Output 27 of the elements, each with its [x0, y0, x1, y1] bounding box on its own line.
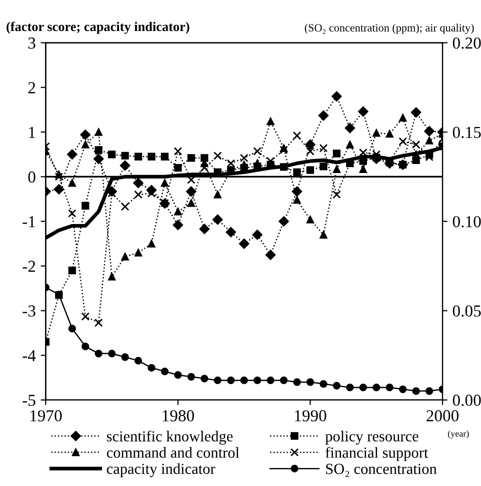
x-tick-label: 2000 — [426, 410, 459, 422]
y2-tick-label: 0.00 — [452, 394, 481, 406]
y-tick-label: 2 — [28, 82, 36, 94]
y2-axis-title: (SO₂ concentration (ppm); air quality) — [304, 24, 474, 34]
legend-label: policy resource — [325, 430, 418, 445]
y-tick-label: -3 — [22, 305, 36, 317]
y2-tick-label: 0.20 — [452, 37, 481, 49]
y-axis-title: (factor score; capacity indicator) — [6, 22, 190, 34]
legend-label: scientific knowledge — [106, 430, 233, 445]
y2-tick-label: 0.05 — [452, 305, 481, 317]
legend-label: financial support — [326, 446, 428, 461]
legend-label: command and control — [106, 447, 240, 458]
y2-tick-label: 0.10 — [452, 216, 481, 228]
y-tick-label: -1 — [22, 216, 35, 228]
x-tick-label: 1980 — [162, 410, 194, 422]
x-tick-label: 1970 — [30, 410, 62, 422]
y-tick-label: 1 — [29, 126, 35, 138]
y-tick-label: -4 — [22, 350, 36, 362]
y-tick-label: -2 — [22, 260, 36, 272]
y2-tick-label: 0.15 — [452, 126, 481, 138]
y-tick-label: 0 — [28, 171, 36, 183]
legend-label: capacity indicator — [106, 463, 216, 478]
x-axis-title: (year) — [448, 430, 469, 439]
y-tick-label: 3 — [28, 38, 36, 49]
legend-label: SO₂ concentration — [326, 464, 437, 478]
x-tick-label: 1990 — [295, 410, 326, 422]
y-tick-label: -5 — [22, 394, 36, 406]
